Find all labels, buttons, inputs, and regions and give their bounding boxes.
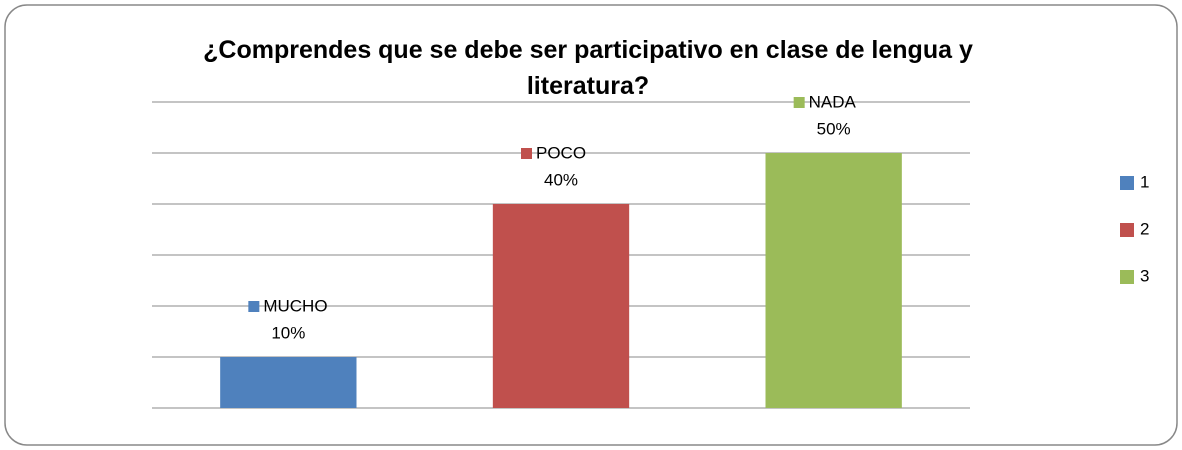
legend-key (1120, 223, 1134, 237)
bar (765, 153, 902, 408)
label-key (793, 97, 805, 108)
legend-label: 3 (1140, 266, 1149, 285)
legend-key (1120, 270, 1134, 284)
data-label: 10% (271, 323, 305, 342)
point-name: MUCHO (263, 296, 327, 315)
legend-key (1120, 176, 1134, 190)
data-label: 50% (817, 119, 851, 138)
label-key (248, 301, 260, 312)
point-name: POCO (536, 143, 586, 162)
data-label: 40% (544, 170, 578, 189)
point-name: NADA (809, 92, 857, 111)
legend-label: 1 (1140, 172, 1149, 191)
bar (220, 357, 357, 408)
chart-title: ¿Comprendes que se debe ser participativ… (203, 36, 973, 100)
legend-label: 2 (1140, 219, 1149, 238)
bar (492, 204, 630, 408)
label-key (521, 148, 532, 159)
